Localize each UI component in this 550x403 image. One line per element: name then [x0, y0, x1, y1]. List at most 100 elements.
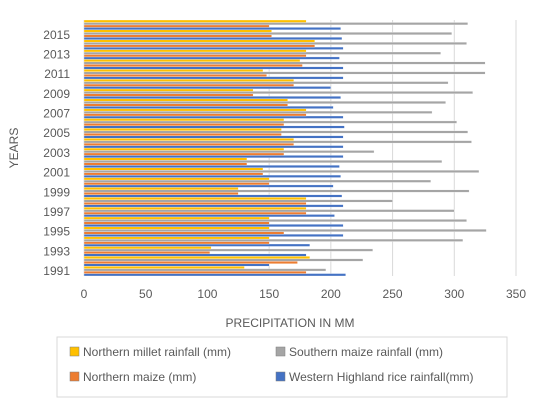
y-axis-title: YEARS — [7, 128, 21, 169]
y-tick-label: 1995 — [43, 225, 70, 239]
bar-2000-series-0 — [83, 184, 334, 188]
bar-1993-series-0 — [83, 253, 307, 257]
bar-2013-series-3 — [83, 49, 307, 53]
bar-1998-series-2 — [83, 199, 393, 203]
bar-2005-series-1 — [83, 133, 282, 136]
legend-label: Southern maize rainfall (mm) — [289, 345, 443, 359]
bar-marks — [83, 19, 487, 277]
bar-2006-series-1 — [83, 123, 285, 126]
bar-2016-series-0 — [83, 27, 341, 30]
bar-1998-series-3 — [83, 197, 307, 200]
bar-2006-series-0 — [83, 125, 345, 129]
bar-1993-series-3 — [83, 246, 212, 250]
bar-2010-series-2 — [83, 81, 449, 85]
x-axis-title: PRECIPITATION IN MM — [226, 316, 355, 330]
bar-2007-series-2 — [83, 110, 433, 114]
bar-1992-series-0 — [83, 263, 270, 267]
bar-1992-series-2 — [83, 258, 364, 262]
bar-2012-series-0 — [83, 66, 344, 70]
bar-2009-series-2 — [83, 91, 473, 94]
bar-1996-series-2 — [83, 219, 467, 222]
x-tick-label: 100 — [197, 287, 217, 301]
y-tick-label: 2011 — [44, 67, 70, 81]
bar-2006-series-3 — [83, 118, 285, 122]
bar-1994-series-0 — [83, 243, 311, 247]
bar-1993-series-1 — [83, 251, 211, 254]
bar-1992-series-1 — [83, 261, 298, 264]
bar-2014-series-3 — [83, 39, 315, 43]
bar-2003-series-1 — [83, 152, 285, 156]
bar-1999-series-3 — [83, 187, 239, 190]
bar-2015-series-2 — [83, 32, 452, 35]
bar-2002-series-3 — [83, 157, 248, 161]
bar-2016-series-3 — [83, 19, 307, 23]
legend-swatch — [69, 346, 80, 357]
bar-2007-series-3 — [83, 108, 307, 112]
bar-1991-series-0 — [83, 273, 346, 277]
y-tick-label: 2015 — [43, 28, 70, 42]
y-tick-labels: 1991 1993 1995 1997 1999 2001 2003 2005 2007 2009… — [43, 28, 70, 278]
bar-2004-series-3 — [83, 138, 294, 141]
legend-frame — [56, 336, 508, 398]
bar-2014-series-2 — [83, 42, 467, 45]
bar-2006-series-2 — [83, 120, 457, 124]
y-tick-label: 2005 — [43, 126, 70, 140]
legend-label: Western Highland rice rainfall(mm) — [289, 370, 474, 384]
bar-1999-series-0 — [83, 194, 343, 198]
bar-2007-series-0 — [83, 115, 344, 119]
bar-1999-series-2 — [83, 189, 470, 193]
bar-1996-series-0 — [83, 224, 344, 227]
bar-2013-series-1 — [83, 54, 307, 58]
bar-1995-series-1 — [83, 231, 285, 235]
legend: Northern millet rainfall (mm) Southern ma… — [69, 345, 474, 384]
bar-2002-series-1 — [83, 162, 248, 166]
bar-1997-series-2 — [83, 209, 455, 213]
bar-1998-series-0 — [83, 204, 344, 208]
legend-swatch — [275, 371, 286, 382]
bar-2003-series-0 — [83, 155, 344, 158]
bar-2015-series-1 — [83, 34, 272, 38]
bar-2009-series-3 — [83, 88, 254, 92]
bar-2005-series-0 — [83, 135, 344, 139]
x-tick-label: 150 — [259, 287, 279, 301]
y-tick-label: 2003 — [43, 146, 70, 160]
y-tick-label: 2001 — [43, 166, 70, 180]
bar-1998-series-1 — [83, 202, 307, 205]
bar-2008-series-1 — [83, 103, 288, 107]
bar-1994-series-1 — [83, 241, 270, 245]
bar-1995-series-0 — [83, 234, 344, 237]
bar-2004-series-1 — [83, 142, 294, 146]
y-tick-label: 1991 — [43, 264, 70, 278]
bar-1992-series-3 — [83, 256, 311, 259]
bar-2002-series-2 — [83, 160, 443, 163]
bar-2009-series-1 — [83, 93, 254, 97]
bar-1991-series-3 — [83, 266, 245, 269]
bar-2012-series-2 — [83, 61, 486, 65]
bar-1994-series-3 — [83, 236, 270, 240]
x-tick-label: 300 — [444, 287, 464, 301]
bar-2008-series-0 — [83, 106, 334, 109]
y-tick-label: 2009 — [43, 87, 70, 101]
bar-2016-series-2 — [83, 22, 469, 26]
bar-1993-series-2 — [83, 248, 373, 252]
bar-2011-series-3 — [83, 69, 264, 72]
bar-2000-series-3 — [83, 177, 270, 181]
bar-1999-series-1 — [83, 192, 239, 195]
bar-2013-series-2 — [83, 51, 441, 55]
bar-1991-series-1 — [83, 270, 307, 274]
bar-1997-series-3 — [83, 206, 307, 210]
bar-2001-series-0 — [83, 174, 341, 178]
x-tick-label: 200 — [321, 287, 341, 301]
bar-1997-series-0 — [83, 214, 335, 218]
bar-2011-series-2 — [83, 71, 486, 75]
bar-2014-series-1 — [83, 44, 315, 48]
bar-2000-series-1 — [83, 182, 270, 186]
bar-2007-series-1 — [83, 113, 307, 117]
y-tick-label: 1993 — [43, 244, 70, 258]
bar-2010-series-3 — [83, 78, 294, 82]
bar-2002-series-0 — [83, 165, 340, 168]
y-tick-label: 1997 — [43, 205, 70, 219]
legend-label: Northern millet rainfall (mm) — [83, 345, 231, 359]
y-tick-label: 2007 — [43, 107, 70, 121]
